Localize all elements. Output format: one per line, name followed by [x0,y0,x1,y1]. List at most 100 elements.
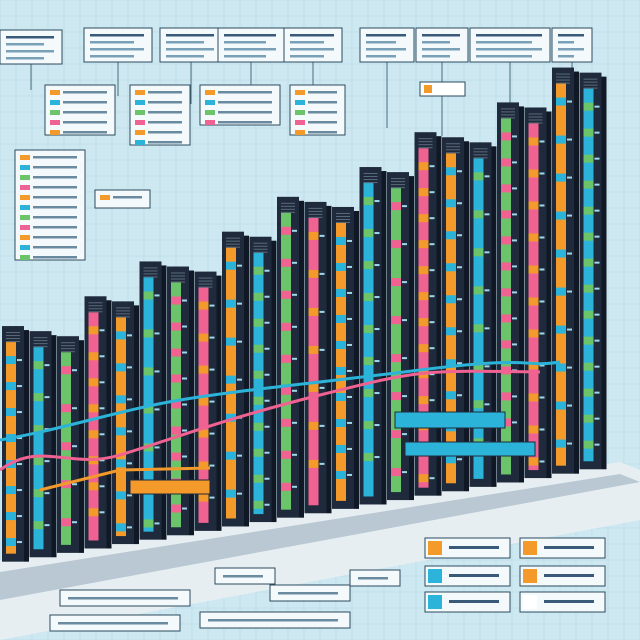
bar-side [326,205,332,514]
banner [404,441,536,457]
stripe-mark [154,294,160,297]
legend-line [308,101,337,104]
stripe-mark [127,366,132,369]
stripe-block [336,262,346,271]
top-panels [0,27,593,261]
legend-line [148,101,182,104]
stripe-mark [44,524,50,527]
stripe-mark [72,445,77,448]
stripe-block [418,344,429,353]
stripe-block [116,331,126,340]
stripe-mark [182,403,187,406]
panel-line [366,34,406,37]
bar-side [354,210,359,509]
stripe-block [171,374,181,383]
note-line [278,592,338,595]
panel-line [6,36,54,39]
ground-edge [0,474,640,600]
bar-side [51,335,57,558]
legend-swatch [20,235,30,240]
stripe-block [501,392,511,401]
bar-cap-line [143,276,158,278]
stripe-block [556,439,566,448]
bar-stripe [446,153,456,484]
stripe-mark [402,471,407,474]
stripe-mark [264,321,270,324]
bar-stripe [473,158,484,479]
bar-side [189,270,194,536]
bar-cap-line [33,346,48,348]
bar-side [244,235,249,527]
stripe-mark [374,200,380,203]
stripe-mark [292,261,297,264]
legend-line [148,131,182,134]
stripe-mark [457,298,462,301]
stripe-mark [319,348,325,351]
legend-line [218,101,272,104]
panel-line [90,41,134,44]
stripe-mark [99,433,105,436]
stripe-block [418,318,429,327]
stripe-block [6,512,16,521]
legend-line [33,166,77,169]
stripe-mark [182,299,187,302]
panel-line [166,41,204,44]
stripe-mark [319,272,325,275]
stripe-block [501,340,511,349]
panel-line [366,41,396,44]
legend-swatch [20,225,30,230]
bar-stripe [336,222,346,501]
bar-cap-line [88,311,103,313]
stripe-mark [154,446,160,449]
stripe-block [556,211,566,220]
stripe-block [281,450,291,459]
stripe-block [583,388,594,397]
stripe-mark [127,398,132,401]
stripe-mark [347,421,352,424]
stripe-mark [457,266,462,269]
stripe-block [143,405,154,414]
panel-line [224,41,266,44]
stripe-block [501,210,511,219]
legend-line [544,546,594,549]
bar-cap-line [556,79,570,81]
stripe-block [501,314,511,323]
stripe-block [501,158,511,167]
stripe-block [556,97,566,106]
stripe-mark [44,364,50,367]
stripe-block [446,391,456,400]
stripe-mark [457,170,462,173]
stripe-block [33,457,44,466]
bar-cap-line [171,281,185,283]
legend-swatch [50,130,60,135]
stripe-mark [347,317,352,320]
bar-cap-line [363,182,378,184]
stripe-mark [594,105,600,108]
bar-cap-line [473,157,488,159]
stripe-block [88,430,99,439]
legend-icon [523,595,537,609]
stripe-block [33,361,44,370]
bar-cap-line [171,278,185,280]
stripe-mark [374,392,380,395]
note-line [358,577,388,580]
stripe-block [418,162,429,171]
stripe-block [446,263,456,272]
panel-line [224,34,276,37]
stripe-block [583,232,594,241]
legend-line [63,91,107,94]
panel-line [224,55,266,58]
panel-line [366,55,396,58]
stripe-block [171,348,181,357]
stripe-mark [347,265,352,268]
stripe-mark [594,235,600,238]
stripe-block [33,425,44,434]
legend-line [33,226,77,229]
stripe-mark [209,464,215,467]
bar-cap-line [308,210,323,212]
legend-swatch [20,245,30,250]
stripe-block [446,327,456,336]
bar-side [79,340,84,553]
stripe-mark [72,407,77,410]
stripe-mark [292,485,297,488]
